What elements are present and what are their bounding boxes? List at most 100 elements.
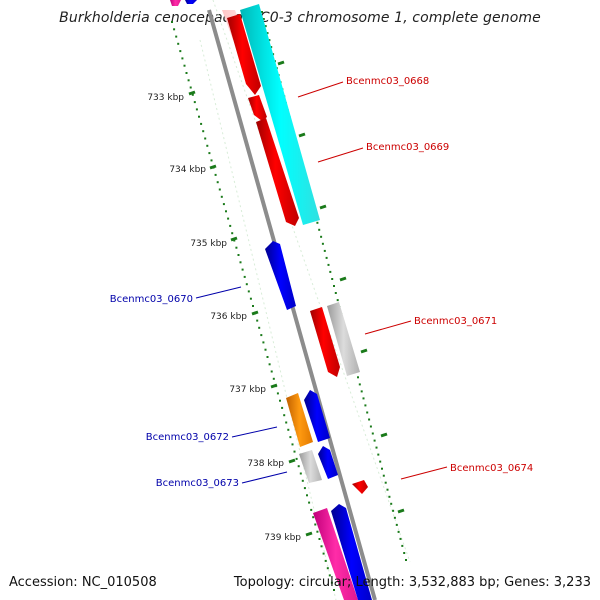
minor-tick-dot [392, 509, 395, 512]
minor-tick-dot [293, 450, 296, 453]
minor-tick-dot [320, 235, 323, 238]
minor-tick-dot [258, 326, 261, 329]
minor-tick-dot [306, 494, 308, 497]
minor-tick-dot [173, 28, 176, 31]
minor-tick-dot [281, 406, 284, 409]
minor-tick-dot [289, 436, 292, 439]
minor-tick-dot [333, 285, 335, 287]
gene-label-0671[interactable]: Bcenmc03_0671 [414, 316, 497, 327]
minor-tick-dot [245, 283, 248, 286]
minor-tick-dot [225, 210, 227, 213]
minor-tick-dot [336, 299, 339, 302]
minor-tick-dot [266, 356, 269, 358]
minor-tick-dot [314, 523, 317, 526]
minor-tick-dot [382, 474, 385, 477]
gene-label-0673[interactable]: Bcenmc03_0673 [156, 478, 239, 489]
gene-feature-red-small[interactable] [248, 95, 267, 121]
minor-tick-dot [229, 224, 232, 227]
minor-tick-dot [333, 589, 335, 591]
minor-tick-dot [362, 397, 365, 400]
minor-tick-dot [222, 203, 225, 206]
minor-tick-dot [210, 159, 213, 162]
outer-guide-left [199, 39, 337, 600]
minor-tick-dot [310, 508, 313, 511]
minor-tick-dot [328, 574, 331, 577]
minor-tick-dot [299, 472, 302, 475]
minor-tick-dot [185, 72, 188, 74]
gene-label-0669[interactable]: Bcenmc03_0669 [366, 142, 449, 153]
minor-tick-dot [287, 428, 290, 431]
kbp-label-736: 736 kbp [210, 312, 247, 322]
minor-tick-dot [360, 390, 363, 393]
minor-tick-dot [327, 263, 330, 266]
kbp-label-735: 735 kbp [190, 239, 227, 249]
minor-tick-dot [295, 457, 298, 460]
minor-tick-dot [323, 249, 326, 252]
minor-tick-dot [318, 228, 321, 231]
gene-feature-red-0668[interactable] [227, 14, 261, 95]
gene-feature-blue-lower[interactable] [331, 504, 372, 600]
gene-label-0672[interactable]: Bcenmc03_0672 [146, 432, 229, 443]
kbp-label-737: 737 kbp [229, 385, 266, 395]
gene-feature-blue-top[interactable] [185, 0, 197, 4]
minor-tick-dot [397, 530, 400, 533]
minor-tick-dot [171, 21, 173, 23]
minor-tick-dot [268, 363, 271, 366]
callout-lines [195, 81, 448, 484]
minor-tick-dot [270, 370, 273, 373]
minor-tick-dot [208, 152, 211, 155]
minor-tick-dot [279, 399, 281, 402]
gene-label-0674[interactable]: Bcenmc03_0674 [450, 463, 533, 474]
minor-tick-dot [177, 42, 180, 45]
gene-feature-red-0669[interactable] [256, 118, 299, 226]
minor-tick-dot [291, 443, 294, 446]
minor-tick-dot [218, 188, 221, 191]
gene-feature-cyan-0668[interactable] [240, 4, 320, 225]
minor-tick-dot [191, 93, 194, 96]
gene-label-0670[interactable]: Bcenmc03_0670 [110, 294, 193, 305]
accession-label: Accession: NC_010508 [9, 575, 157, 590]
minor-tick-dot [266, 32, 269, 35]
minor-tick-dot [198, 115, 200, 118]
minor-tick-dot [261, 11, 263, 13]
kbp-label-738: 738 kbp [247, 459, 284, 469]
gene-feature-red-0671[interactable] [310, 307, 340, 377]
minor-tick-dot [364, 404, 367, 407]
gene-feature-red-0674[interactable] [352, 480, 368, 494]
gene-feature-blue-0673[interactable] [318, 446, 338, 479]
gene-feature-blue-0670[interactable] [265, 241, 296, 310]
kbp-scale [188, 90, 313, 537]
minor-tick-dot [326, 567, 329, 570]
minor-tick-dot [252, 305, 254, 307]
minor-tick-dot [262, 18, 265, 20]
kbp-label-733: 733 kbp [147, 93, 184, 103]
minor-tick-dot [386, 488, 389, 491]
minor-tick-dot [375, 446, 378, 449]
minor-tick-dot [241, 268, 244, 271]
minor-tick-dot [276, 392, 279, 395]
minor-tick-dot [334, 292, 337, 294]
gene-feature-orange-0672[interactable] [286, 393, 313, 447]
minor-tick-dot [243, 275, 246, 278]
gene-feature-gray-0671[interactable] [327, 302, 360, 376]
gene-feature-pink-lower[interactable] [313, 508, 358, 600]
gene-feature-gray-0673[interactable] [299, 450, 322, 483]
minor-tick-dot [187, 79, 190, 82]
map-title: Burkholderia cenocepacia MC0-3 chromosom… [59, 10, 541, 26]
minor-tick-dot [331, 278, 334, 280]
minor-tick-dot [324, 559, 327, 562]
gene-label-0668[interactable]: Bcenmc03_0668 [346, 76, 429, 87]
minor-tick-dot [175, 35, 178, 38]
minor-tick-dot [318, 538, 321, 540]
minor-tick-dot [308, 501, 311, 504]
outer-guide-right [212, 0, 411, 563]
minor-tick-dot [395, 523, 398, 526]
gene-feature-blue-0672[interactable] [304, 390, 330, 442]
minor-tick-dot [381, 467, 383, 470]
kbp-labels: 733 kbp 734 kbp 735 kbp 736 kbp 737 kbp … [147, 93, 301, 543]
minor-tick-dot [393, 516, 396, 519]
minor-tick-dot [195, 108, 198, 111]
gene-feature-pink-top[interactable] [170, 0, 181, 6]
minor-tick-dot [384, 481, 387, 484]
